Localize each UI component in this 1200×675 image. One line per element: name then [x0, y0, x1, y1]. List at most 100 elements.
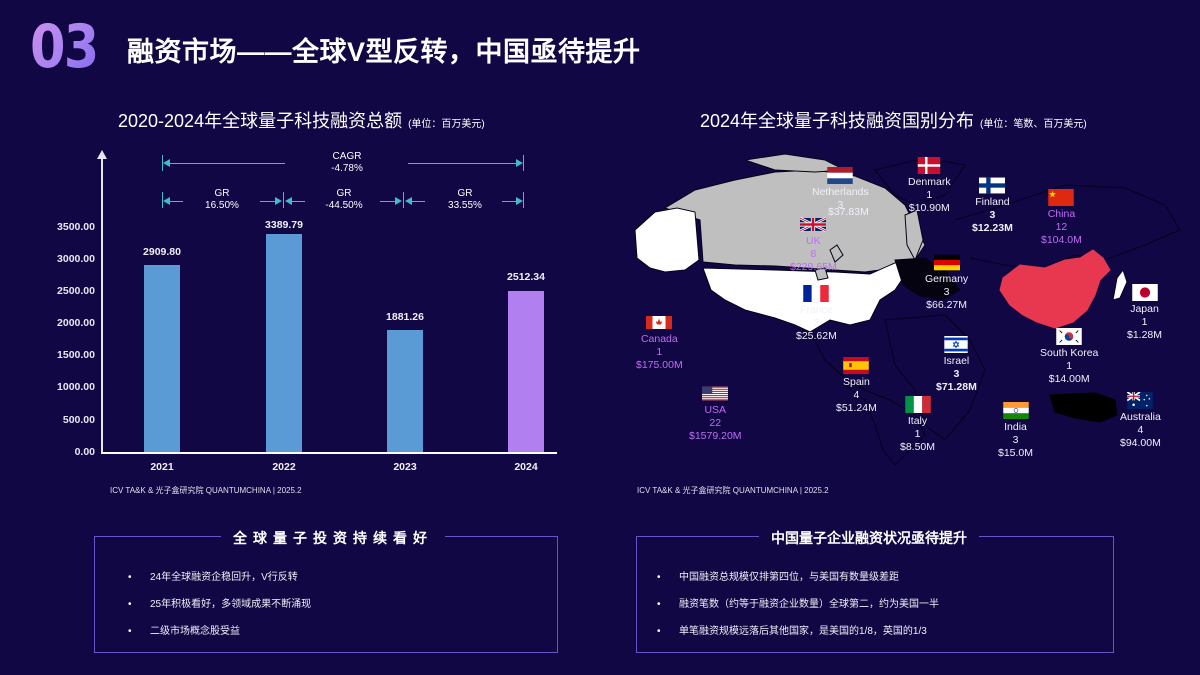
germany-flag-icon [933, 254, 960, 271]
cagr-label: CAGR [332, 151, 362, 162]
country-name: USA [704, 404, 727, 416]
gr-label: GR [214, 188, 230, 199]
country-label-israel: Israel 3 $71.28M [936, 336, 977, 394]
y-axis [101, 158, 103, 453]
country-amount: $8.50M [900, 441, 936, 453]
gr-value: -44.50% [325, 200, 363, 211]
annotation-line [407, 201, 425, 202]
bar-chart-title: 2020-2024年全球量子科技融资总额 (单位：百万美元) [118, 107, 485, 133]
israel-flag-icon [944, 336, 969, 353]
annotation-tick [162, 155, 163, 171]
x-tick: 2021 [150, 461, 174, 473]
country-amount: $71.28M [936, 381, 977, 393]
summary-box-china-title: 中国量子企业融资状况亟待提升 [759, 528, 979, 548]
country-deals: 8 [810, 248, 817, 260]
annotation-tick [162, 192, 163, 208]
annotation-tick [523, 192, 524, 208]
country-deals: 2 [813, 317, 820, 329]
country-deals: 12 [1055, 221, 1068, 233]
country-amount: $51.24M [836, 402, 877, 414]
country-label-germany: Germany 3 $66.27M [925, 254, 968, 312]
annotation-line [408, 163, 518, 164]
country-label-denmark: Denmark 1 $10.90M [908, 157, 951, 215]
china-shape [999, 249, 1111, 329]
country-amount: $94.00M [1120, 437, 1161, 449]
annotation-line [287, 201, 305, 202]
country-label-uk: UK 8 $229.65M [790, 216, 837, 274]
annotation-line [380, 201, 396, 202]
bar-value-label: 1881.26 [386, 311, 424, 323]
country-deals: 3 [953, 368, 960, 380]
gr-label: GR [336, 188, 352, 199]
country-deals: 1 [1066, 360, 1073, 372]
netherlands-flag-icon [827, 167, 854, 184]
x-tick: 2023 [393, 461, 417, 473]
x-tick: 2022 [272, 461, 296, 473]
bar-value-label: 2512.34 [507, 271, 545, 283]
bar-2023 [387, 330, 423, 452]
country-name: South Korea [1040, 347, 1099, 359]
country-deals: 22 [709, 417, 722, 429]
bar-value-label: 2909.80 [143, 246, 181, 258]
country-amount: $25.62M [796, 330, 837, 342]
arrow-right-icon [516, 197, 523, 205]
usa-flag-icon [702, 386, 729, 401]
bullet-icon: • [128, 572, 132, 583]
uk-flag-icon [800, 216, 827, 233]
country-amount: $66.27M [926, 299, 968, 311]
bar-2021 [144, 265, 180, 452]
country-name: India [1004, 421, 1027, 433]
gr-label: GR [457, 188, 473, 199]
map-source: ICV TA&K & 光子盒研究院 QUANTUMCHINA | 2025.2 [637, 486, 829, 495]
y-axis-arrow-icon [97, 150, 107, 159]
summary-bullet: • 25年积极看好，多领域成果不断涌现 [128, 595, 311, 610]
country-name: France [800, 304, 833, 316]
country-amount: $14.00M [1048, 373, 1090, 385]
country-name: Finland [975, 196, 1010, 208]
bullet-icon: • [657, 572, 661, 583]
country-deals: 1 [926, 189, 933, 201]
country-name: Germany [925, 273, 969, 285]
country-label-italy: Italy 1 $8.50M [900, 396, 935, 454]
country-deals: 4 [1137, 424, 1144, 436]
summary-box-global-title: 全球量子投资持续看好 [221, 528, 445, 548]
country-label-netherlands: Netherlands 3 [812, 167, 869, 212]
italy-flag-icon [904, 396, 931, 413]
france-flag-icon [803, 285, 830, 302]
summary-bullet: • 二级市场概念股受益 [128, 622, 240, 637]
arrow-right-icon [516, 159, 523, 167]
country-name: Italy [907, 415, 928, 427]
bar-chart-unit: (单位：百万美元) [408, 119, 485, 130]
india-flag-icon [1002, 402, 1029, 419]
y-tick: 1500.00 [57, 349, 95, 361]
country-deals: 1 [914, 428, 921, 440]
bar-2022 [266, 234, 302, 452]
x-axis [101, 452, 557, 454]
y-tick: 2000.00 [57, 317, 95, 329]
country-amount: $1.28M [1127, 329, 1163, 341]
y-tick: 2500.00 [57, 285, 95, 297]
country-label-japan: Japan 1 $1.28M [1127, 284, 1162, 342]
bullet-text: 24年全球融资企稳回升，V行反转 [150, 572, 298, 583]
y-tick: 3500.00 [57, 221, 95, 233]
country-name: Spain [843, 376, 870, 388]
gr-value: 16.50% [205, 200, 239, 211]
country-deals: 3 [1012, 434, 1019, 446]
y-tick: 1000.00 [57, 381, 95, 393]
y-tick: 0.00 [74, 446, 95, 458]
alaska-shape [634, 207, 700, 273]
country-deals: 3 [989, 209, 996, 221]
country-label-australia: Australia 4 $94.00M [1120, 392, 1161, 450]
annotation-line [165, 163, 285, 164]
country-name: Japan [1130, 303, 1159, 315]
summary-bullet: • 单笔融资规模远落后其他国家，是美国的1/8，英国的1/3 [657, 622, 927, 637]
annotation-line [165, 201, 183, 202]
bullet-text: 二级市场概念股受益 [150, 626, 240, 637]
bar-value-label: 3389.79 [265, 219, 303, 231]
country-name: China [1047, 208, 1076, 220]
section-number: 03 [30, 8, 99, 86]
bar-2024 [508, 291, 544, 452]
country-deals: 1 [1141, 316, 1148, 328]
map-unit: (单位：笔数、百万美元) [980, 119, 1087, 130]
country-deals: 4 [853, 389, 860, 401]
